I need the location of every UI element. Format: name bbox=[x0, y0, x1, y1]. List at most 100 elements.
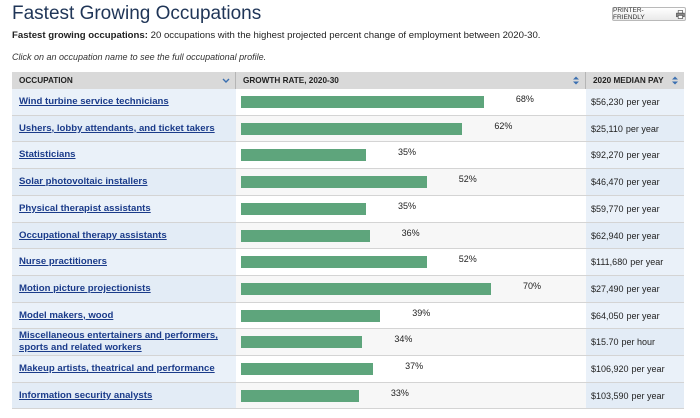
row-divider bbox=[12, 408, 684, 410]
growth-rate-label: 62% bbox=[494, 120, 513, 131]
growth-rate-cell: 39% bbox=[236, 302, 587, 330]
median-pay-value: $64,050 per year bbox=[591, 311, 660, 321]
growth-bar bbox=[241, 309, 381, 322]
pay-amount: $106,920 bbox=[591, 364, 629, 374]
growth-rate-label: 52% bbox=[458, 254, 477, 265]
growth-rate-label: 52% bbox=[458, 174, 477, 185]
median-pay-value: $106,920 per year bbox=[591, 364, 665, 374]
growth-bar bbox=[241, 282, 491, 295]
header-growth-label: GROWTH RATE, 2020-30 bbox=[243, 76, 339, 85]
median-pay-value: $46,470 per year bbox=[591, 177, 660, 187]
pay-unit: per year bbox=[626, 97, 660, 107]
pay-unit: per year bbox=[626, 177, 660, 188]
median-pay-cell: $106,920 per year bbox=[586, 356, 684, 383]
occupation-link[interactable]: Solar photovoltaic installers bbox=[19, 176, 148, 188]
occupation-cell: Solar photovoltaic installers bbox=[12, 169, 237, 196]
pay-unit: per year bbox=[626, 310, 660, 321]
pay-amount: $25,110 bbox=[591, 123, 623, 134]
median-pay-cell: $56,230 per year bbox=[586, 89, 684, 116]
table-row: Solar photovoltaic installers 52% $46,470 p… bbox=[12, 169, 684, 196]
table-row: Information security analysts 33% $103,590… bbox=[12, 382, 684, 410]
growth-rate-label: 33% bbox=[390, 387, 409, 398]
occupation-cell: Statisticians bbox=[12, 142, 237, 170]
growth-bar bbox=[241, 176, 427, 189]
pay-amount: $56,230 bbox=[591, 97, 624, 107]
table-row: Ushers, lobby attendants, and ticket tak… bbox=[12, 115, 684, 143]
row-divider bbox=[12, 274, 684, 276]
pay-amount: $103,590 bbox=[591, 390, 629, 401]
row-divider bbox=[12, 248, 684, 250]
growth-rate-cell: 33% bbox=[236, 382, 587, 410]
growth-rate-label: 34% bbox=[394, 334, 413, 345]
median-pay-value: $15.70 per hour bbox=[591, 337, 655, 347]
table-row: Physical therapist assistants 35% $59,770 p… bbox=[12, 195, 684, 223]
occupation-cell: Makeup artists, theatrical and performan… bbox=[12, 356, 237, 383]
growth-rate-cell: 34% bbox=[236, 329, 587, 356]
pay-amount: $59,770 bbox=[591, 203, 624, 214]
median-pay-cell: $46,470 per year bbox=[586, 169, 684, 196]
row-divider bbox=[12, 141, 684, 143]
table-row: Occupational therapy assistants 36% $62,94… bbox=[12, 222, 684, 250]
growth-rate-label: 35% bbox=[398, 147, 417, 158]
row-divider bbox=[12, 301, 684, 303]
occupation-link[interactable]: Occupational therapy assistants bbox=[19, 229, 167, 241]
median-pay-cell: $111,680 per year bbox=[586, 249, 684, 276]
occupation-link[interactable]: Model makers, wood bbox=[19, 309, 114, 321]
occupation-link[interactable]: Makeup artists, theatrical and performan… bbox=[19, 363, 215, 374]
pay-unit: per year bbox=[625, 123, 659, 134]
growth-rate-cell: 70% bbox=[236, 275, 587, 303]
occupation-link[interactable]: Miscellaneous entertainers and performer… bbox=[19, 330, 218, 354]
growth-rate-cell: 68% bbox=[236, 89, 587, 116]
printer-friendly-button[interactable]: PRINTER-FRIENDLY bbox=[612, 7, 686, 21]
pay-amount: $15.70 bbox=[591, 337, 619, 348]
occupation-link[interactable]: Information security analysts bbox=[19, 389, 153, 401]
occupation-link[interactable]: Statisticians bbox=[19, 149, 76, 161]
occupation-link[interactable]: Nurse practitioners bbox=[19, 256, 107, 268]
median-pay-value: $56,230 per year bbox=[591, 97, 660, 107]
occupation-link[interactable]: Wind turbine service technicians bbox=[19, 96, 169, 107]
occupation-link[interactable]: Ushers, lobby attendants, and ticket tak… bbox=[19, 122, 215, 134]
header-occupation[interactable]: OCCUPATION bbox=[12, 72, 236, 89]
table-row: Motion picture projectionists 70% $27,490 p… bbox=[12, 275, 684, 303]
median-pay-value: $25,110 per year bbox=[591, 124, 659, 134]
sort-arrows-icon bbox=[672, 76, 678, 85]
median-pay-cell: $92,270 per year bbox=[586, 142, 684, 170]
pay-unit: per year bbox=[626, 203, 660, 214]
pay-unit: per year bbox=[630, 257, 664, 268]
printer-icon bbox=[676, 9, 685, 19]
growth-bar bbox=[241, 96, 484, 108]
median-pay-value: $62,940 per year bbox=[591, 231, 660, 241]
occupation-cell: Information security analysts bbox=[12, 382, 237, 410]
median-pay-cell: $25,110 per year bbox=[586, 115, 684, 143]
printer-friendly-label: PRINTER-FRIENDLY bbox=[613, 7, 645, 21]
table-row: Makeup artists, theatrical and performan… bbox=[12, 356, 684, 383]
header-pay-label: 2020 MEDIAN PAY bbox=[593, 76, 664, 85]
pay-amount: $46,470 bbox=[591, 177, 624, 188]
table-row: Statisticians 35% $92,270 per year bbox=[12, 142, 684, 170]
header-median-pay[interactable]: 2020 MEDIAN PAY bbox=[586, 72, 684, 89]
instructions-text: Click on an occupation name to see the f… bbox=[12, 52, 267, 62]
pay-amount: $62,940 bbox=[591, 230, 624, 241]
growth-rate-label: 70% bbox=[523, 280, 542, 291]
chevron-down-icon bbox=[222, 78, 230, 83]
occupation-link[interactable]: Physical therapist assistants bbox=[19, 202, 151, 214]
page-subtitle: Fastest growing occupations: 20 occupati… bbox=[12, 30, 540, 41]
occupation-link[interactable]: Motion picture projectionists bbox=[19, 282, 151, 294]
page-title: Fastest Growing Occupations bbox=[12, 3, 262, 24]
growth-bar bbox=[241, 389, 359, 402]
growth-rate-cell: 35% bbox=[236, 195, 587, 223]
header-growth-rate[interactable]: GROWTH RATE, 2020-30 bbox=[236, 72, 586, 89]
growth-rate-cell: 62% bbox=[236, 115, 587, 143]
growth-rate-cell: 35% bbox=[236, 142, 587, 170]
sort-arrows-icon bbox=[573, 76, 579, 85]
growth-rate-label: 68% bbox=[515, 94, 534, 104]
row-divider bbox=[12, 355, 684, 356]
growth-bar bbox=[241, 149, 366, 162]
occupation-cell: Miscellaneous entertainers and performer… bbox=[12, 329, 237, 356]
growth-rate-cell: 37% bbox=[236, 356, 587, 383]
growth-rate-cell: 52% bbox=[236, 249, 587, 276]
growth-bar bbox=[241, 336, 363, 349]
growth-rate-label: 37% bbox=[405, 361, 424, 371]
occupation-cell: Ushers, lobby attendants, and ticket tak… bbox=[12, 115, 237, 143]
occupation-cell: Physical therapist assistants bbox=[12, 195, 237, 223]
